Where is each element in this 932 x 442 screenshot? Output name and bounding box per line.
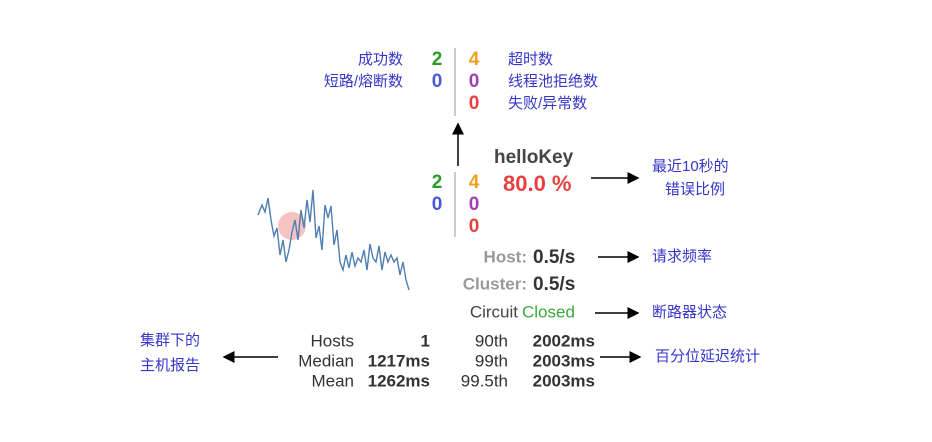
error-percentage: 80.0 %	[503, 171, 572, 196]
stat-label: 99.5th	[461, 371, 508, 390]
legend-label: 线程池拒绝数	[508, 73, 598, 90]
stat-value: 2003ms	[533, 351, 595, 370]
host-label: Host:	[484, 247, 527, 266]
cluster-rate: 0.5/s	[533, 274, 575, 295]
stat-value: 1217ms	[368, 351, 430, 370]
count: 0	[469, 216, 480, 237]
stat-value: 1	[421, 331, 430, 350]
annotation: 最近10秒的	[652, 158, 729, 175]
circuit-status: Closed	[522, 302, 575, 321]
annotation: 断路器状态	[652, 304, 727, 321]
stat-label: Mean	[311, 371, 354, 390]
legend-count: 0	[469, 93, 480, 114]
legend-count: 0	[469, 71, 480, 92]
stat-value: 2002ms	[533, 331, 595, 350]
count: 4	[469, 172, 480, 193]
annotation: 请求频率	[652, 248, 712, 265]
annotation: 百分位延迟统计	[655, 348, 760, 365]
circuit-label: Circuit	[470, 302, 518, 321]
cluster-label: Cluster:	[463, 274, 527, 293]
stat-label: 99th	[475, 351, 508, 370]
legend-count: 2	[432, 49, 443, 70]
stat-value: 2003ms	[533, 371, 595, 390]
legend-label: 超时数	[508, 51, 553, 68]
legend-label: 成功数	[358, 51, 403, 68]
legend-count: 4	[469, 49, 480, 70]
sparkline	[257, 189, 410, 291]
legend-label: 短路/熔断数	[324, 73, 403, 90]
count: 0	[432, 194, 443, 215]
count: 0	[469, 194, 480, 215]
count: 2	[432, 172, 443, 193]
legend-count: 0	[432, 71, 443, 92]
stat-label: Median	[298, 351, 354, 370]
stat-label: Hosts	[311, 331, 354, 350]
circuit-name: helloKey	[494, 147, 574, 168]
host-rate: 0.5/s	[533, 247, 575, 268]
stat-label: 90th	[475, 331, 508, 350]
annotation: 主机报告	[140, 357, 200, 374]
legend-label: 失败/异常数	[508, 95, 587, 112]
stat-value: 1262ms	[368, 371, 430, 390]
annotation: 错误比例	[665, 181, 725, 198]
annotation: 集群下的	[140, 332, 200, 349]
